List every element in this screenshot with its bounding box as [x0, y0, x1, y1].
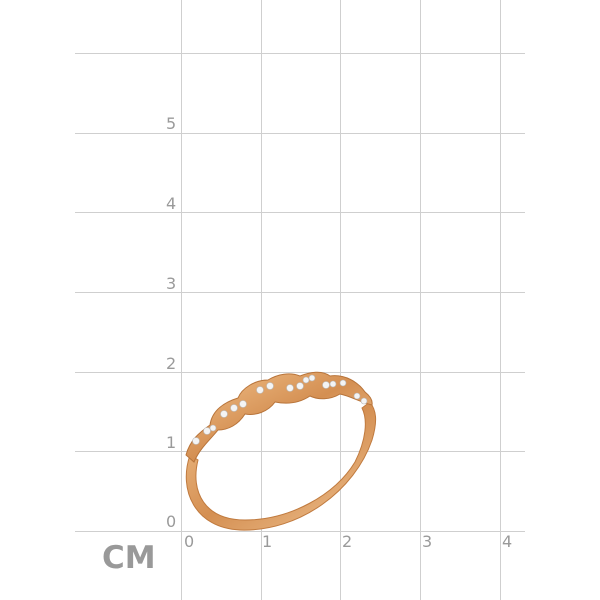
grid-line	[75, 531, 525, 532]
grid-line	[500, 0, 501, 600]
unit-label: CM	[102, 540, 156, 576]
y-tick-label: 2	[166, 354, 177, 373]
x-tick-label: 4	[502, 532, 513, 551]
x-tick-label: 0	[184, 532, 195, 551]
y-tick-label: 0	[166, 512, 177, 531]
grid-line	[261, 0, 262, 600]
ring-crown	[185, 371, 373, 463]
x-tick-label: 3	[422, 532, 433, 551]
grid-line	[340, 0, 341, 600]
grid-line	[75, 53, 525, 54]
grid-line	[75, 212, 525, 213]
grid-line	[75, 372, 525, 373]
x-tick-label: 1	[262, 532, 273, 551]
y-tick-label: 5	[166, 114, 177, 133]
grid-line	[181, 0, 182, 600]
grid-line	[420, 0, 421, 600]
grid-line	[75, 292, 525, 293]
y-tick-label: 1	[166, 433, 177, 452]
grid-line	[75, 133, 525, 134]
y-tick-label: 4	[166, 194, 177, 213]
x-tick-label: 2	[342, 532, 353, 551]
diamonds	[192, 374, 368, 445]
y-tick-label: 3	[166, 274, 177, 293]
grid-line	[75, 451, 525, 452]
